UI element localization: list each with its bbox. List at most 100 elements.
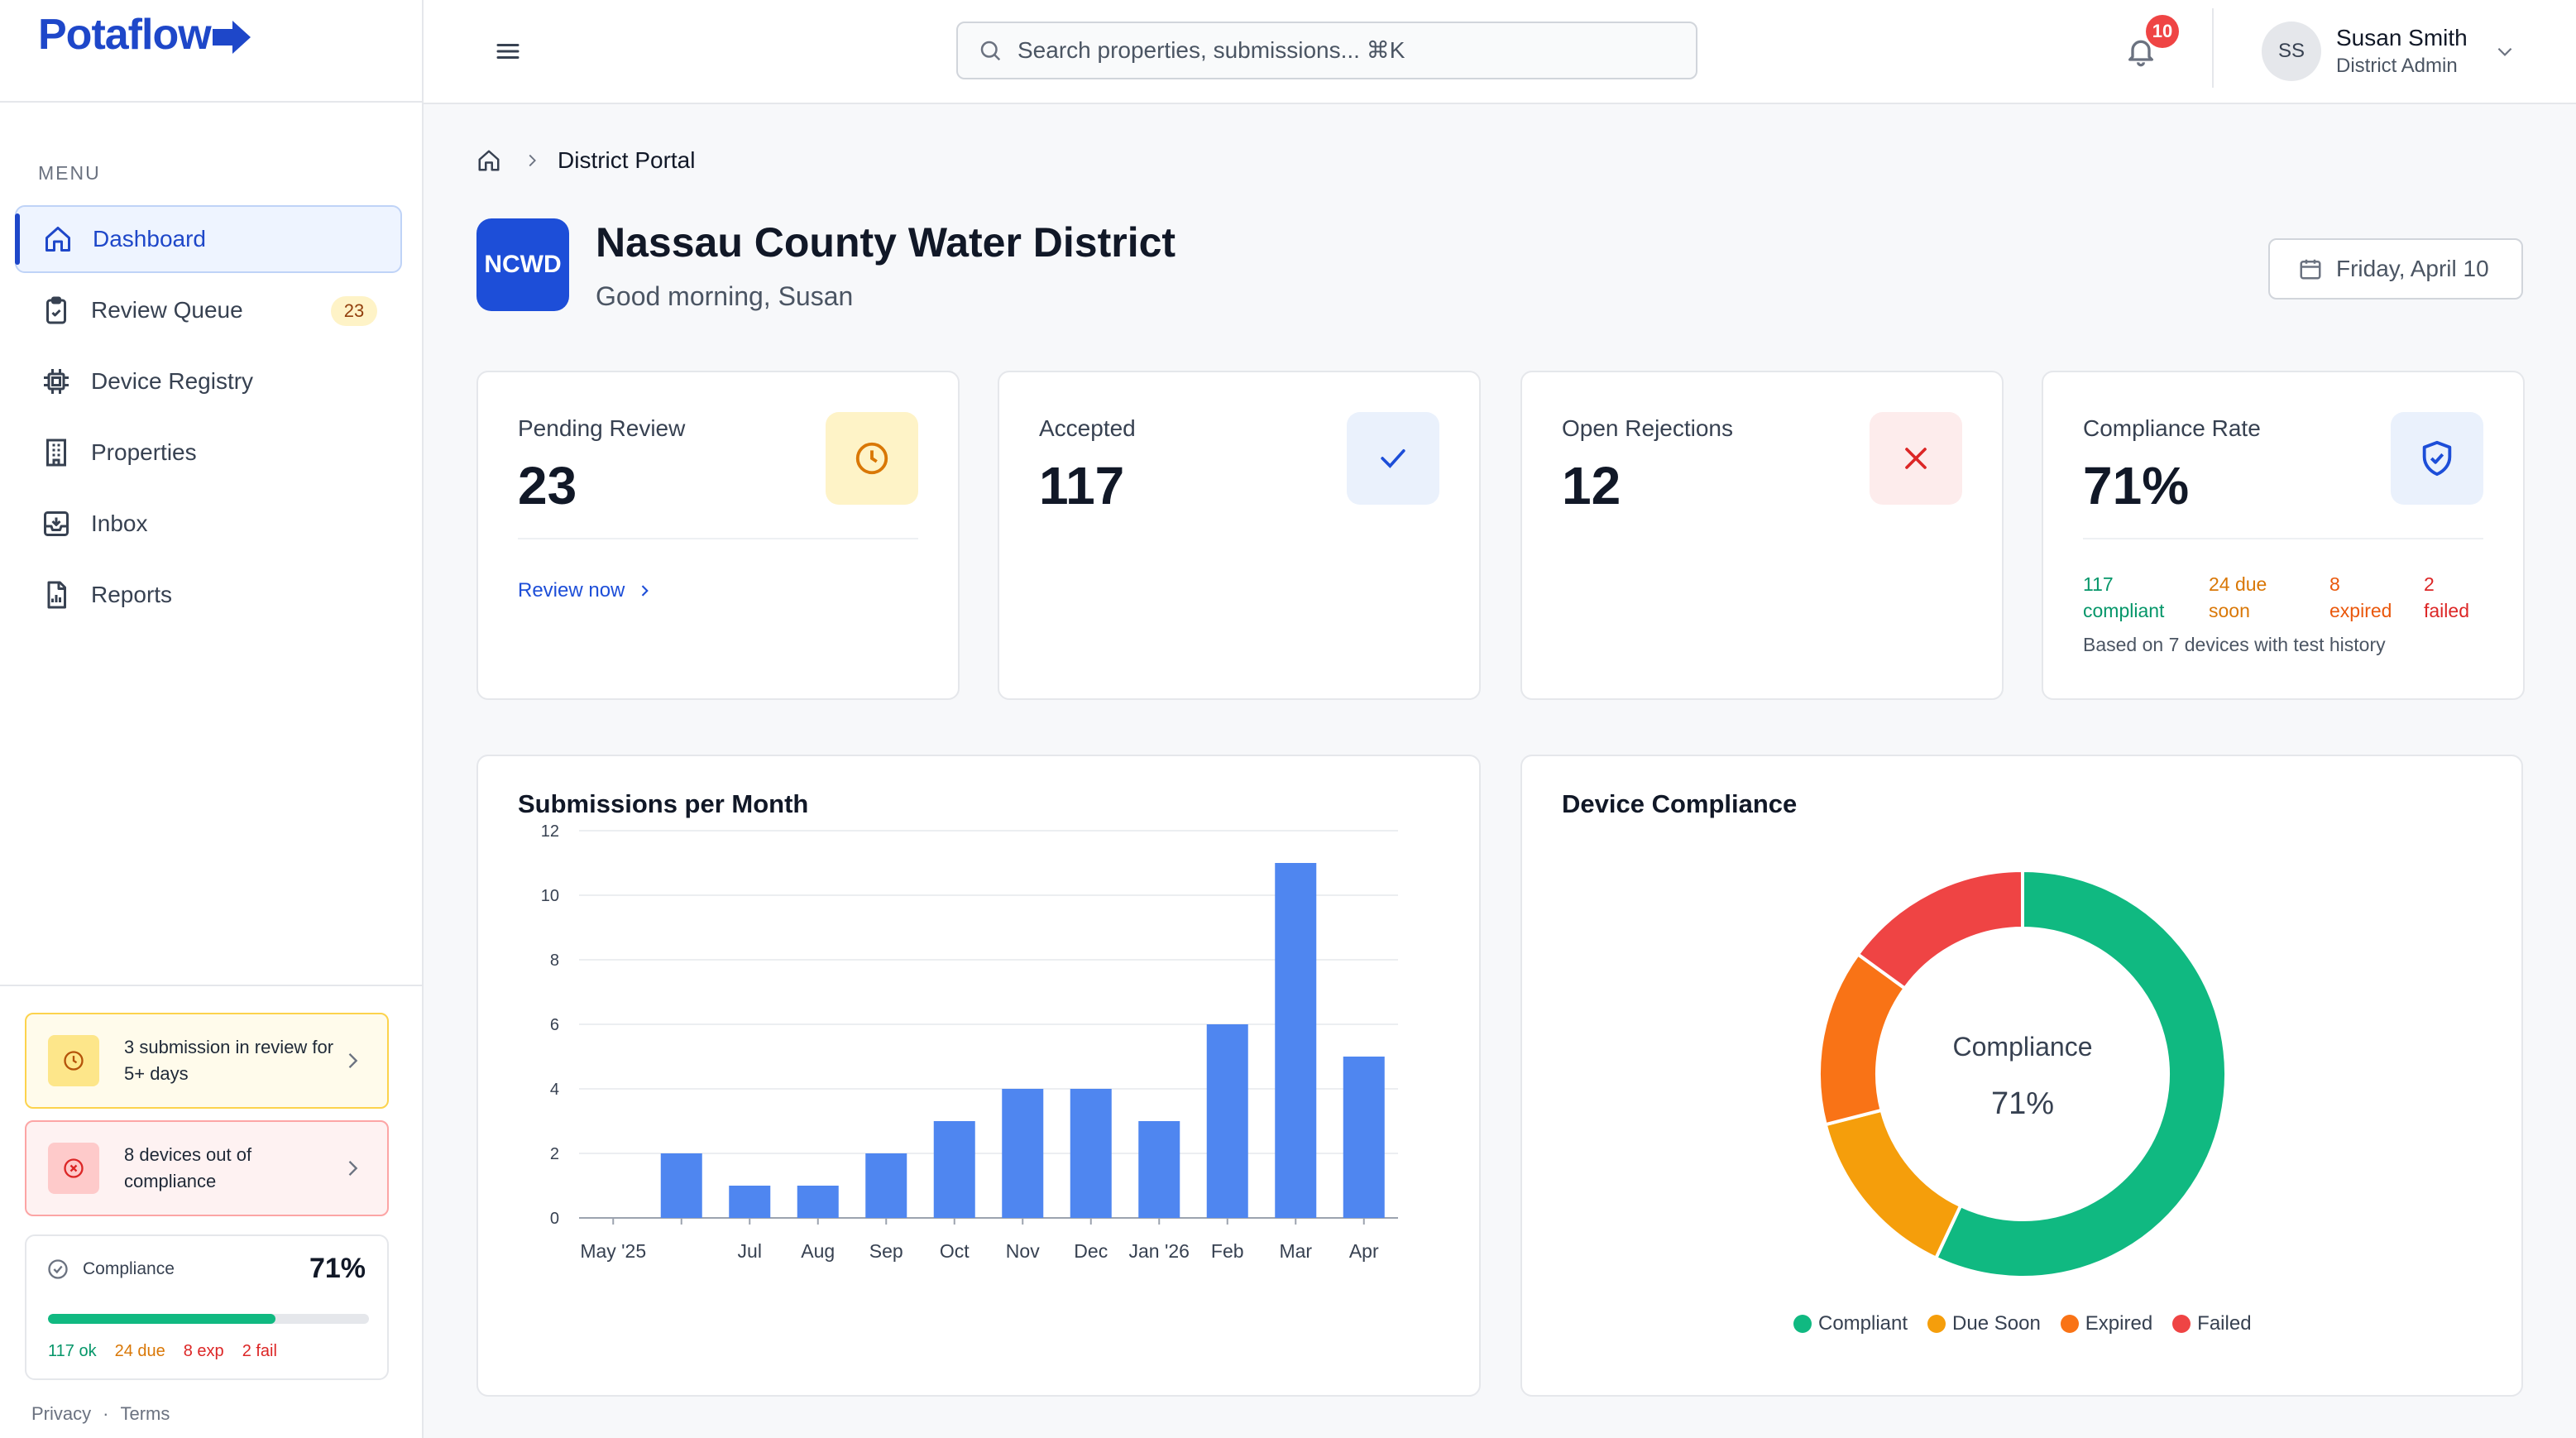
bar[interactable] — [729, 1186, 771, 1218]
donut-slice-compliant[interactable] — [1933, 868, 2228, 1279]
device-compliance-donut-chart: Compliance 71% — [1817, 868, 2228, 1279]
y-tick-label: 0 — [550, 1210, 559, 1228]
bar[interactable] — [1070, 1089, 1112, 1218]
search-icon — [980, 41, 1001, 61]
bar[interactable] — [1343, 1057, 1385, 1218]
sidebar-item-dashboard[interactable]: Dashboard — [15, 205, 402, 273]
failed-count: 2 fail — [242, 1342, 277, 1360]
logo-area: Potaflow — [0, 0, 422, 103]
due-count: 24 due — [114, 1342, 165, 1360]
sidebar-item-review-queue[interactable]: Review Queue 23 — [15, 276, 402, 344]
x-tick-label: Dec — [1074, 1240, 1108, 1262]
search-input[interactable] — [1017, 37, 1696, 64]
legend-swatch — [2060, 1315, 2079, 1333]
x-tick-label: Oct — [940, 1240, 970, 1262]
avatar: SS — [2262, 22, 2321, 81]
alert-text: 8 devices out of compliance — [124, 1144, 252, 1191]
alert-devices-noncompliant[interactable]: 8 devices out of compliance — [25, 1120, 389, 1216]
check-circle-icon — [48, 1259, 68, 1279]
x-tick-label: Jul — [738, 1240, 762, 1262]
legend-item[interactable]: Failed — [2172, 1312, 2252, 1335]
user-menu[interactable]: SS Susan Smith District Admin — [2262, 22, 2516, 81]
compliance-rate-card: Compliance Rate 71% 117 compliant 24 due… — [2042, 371, 2525, 700]
stat-label: Compliance Rate — [2083, 415, 2261, 441]
sidebar-item-inbox[interactable]: Inbox — [15, 490, 402, 558]
bar[interactable] — [1138, 1121, 1180, 1218]
x-circle-icon — [48, 1143, 99, 1194]
compliance-note: Based on 7 devices with test history — [2083, 634, 2386, 655]
chevron-down-icon — [2497, 47, 2512, 56]
expired-label: expired — [2329, 600, 2392, 621]
open-rejections-card: Open Rejections 12 — [1520, 371, 2004, 700]
x-tick-label: Apr — [1349, 1240, 1379, 1262]
card-divider — [518, 538, 918, 539]
sidebar-item-properties[interactable]: Properties — [15, 419, 402, 487]
date-picker-button[interactable]: Friday, April 10 — [2268, 238, 2523, 300]
chip-icon — [44, 369, 69, 394]
donut-slice-due-soon[interactable] — [1823, 1108, 1963, 1261]
compliance-summary-stats: 117 ok 24 due 8 exp 2 fail — [48, 1342, 277, 1361]
compliance-progress-bar — [48, 1314, 369, 1324]
pending-review-card: Pending Review 23 Review now — [476, 371, 960, 700]
breadcrumb-current: District Portal — [558, 147, 696, 173]
terms-link[interactable]: Terms — [120, 1403, 170, 1424]
stat-value: 23 — [518, 456, 577, 515]
sidebar-item-label: Properties — [91, 439, 197, 465]
y-tick-label: 4 — [550, 1081, 559, 1099]
greeting: Good morning, Susan — [596, 281, 854, 311]
privacy-link[interactable]: Privacy — [31, 1403, 92, 1424]
stat-value: 71% — [2083, 456, 2190, 515]
due-label: soon — [2209, 600, 2250, 621]
bar[interactable] — [797, 1186, 839, 1218]
search-box[interactable] — [956, 22, 1697, 79]
bar[interactable] — [933, 1121, 975, 1218]
org-logo: NCWD — [476, 218, 569, 311]
sidebar: Potaflow MENU Dashboard Review Queue 23 … — [0, 0, 424, 1438]
compliance-summary-percent: 71% — [309, 1253, 366, 1284]
menu-toggle-icon[interactable] — [493, 36, 523, 66]
bar[interactable] — [1275, 863, 1317, 1218]
donut-slice-failed[interactable] — [1855, 868, 2024, 991]
user-name: Susan Smith — [2336, 25, 2468, 50]
app-logo[interactable]: Potaflow — [38, 10, 251, 60]
date-text: Friday, April 10 — [2336, 256, 2489, 281]
alert-stale-submissions[interactable]: 3 submission in review for 5+ days — [25, 1013, 389, 1109]
clipboard-check-icon — [46, 296, 66, 324]
logo-text: Potaflow — [38, 11, 212, 59]
sidebar-item-reports[interactable]: Reports — [15, 561, 402, 629]
legend-item[interactable]: Compliant — [1793, 1312, 1908, 1335]
legend-swatch — [2172, 1315, 2191, 1333]
clock-icon — [48, 1035, 99, 1086]
bell-icon[interactable] — [2124, 33, 2157, 70]
stat-label: Accepted — [1039, 415, 1136, 441]
compliance-summary-card[interactable]: Compliance 71% 117 ok 24 due 8 exp 2 fai… — [25, 1234, 389, 1380]
expired-count: 8 — [2329, 573, 2340, 595]
sidebar-item-label: Device Registry — [91, 368, 254, 394]
clock-icon — [826, 412, 918, 505]
chart-title: Submissions per Month — [518, 789, 809, 818]
y-tick-label: 6 — [550, 1016, 559, 1034]
sidebar-item-label: Review Queue — [91, 297, 243, 323]
device-compliance-panel: Device Compliance Compliance 71% Complian… — [1520, 755, 2523, 1397]
review-now-label: Review now — [518, 579, 625, 602]
donut-center-value: 71% — [1991, 1086, 2054, 1121]
sidebar-divider — [0, 985, 424, 986]
bar[interactable] — [660, 1153, 702, 1218]
shield-check-icon — [2391, 412, 2483, 505]
bar[interactable] — [1002, 1089, 1044, 1218]
x-tick-label: May '25 — [580, 1240, 646, 1262]
compliance-summary-header: Compliance — [46, 1258, 175, 1281]
chevron-right-icon — [529, 154, 536, 167]
legend-label: Failed — [2197, 1312, 2252, 1335]
home-icon[interactable] — [476, 148, 501, 173]
stat-label: Open Rejections — [1562, 415, 1734, 441]
legend-item[interactable]: Expired — [2060, 1312, 2152, 1335]
review-now-link[interactable]: Review now — [518, 579, 653, 602]
bar[interactable] — [865, 1153, 907, 1218]
chart-legend: Compliant Due Soon Expired Failed — [1793, 1312, 2252, 1335]
stat-value: 117 — [1039, 456, 1125, 515]
bar[interactable] — [1206, 1024, 1248, 1218]
sidebar-item-device-registry[interactable]: Device Registry — [15, 348, 402, 415]
legend-item[interactable]: Due Soon — [1927, 1312, 2041, 1335]
breadcrumb: District Portal — [476, 147, 695, 174]
